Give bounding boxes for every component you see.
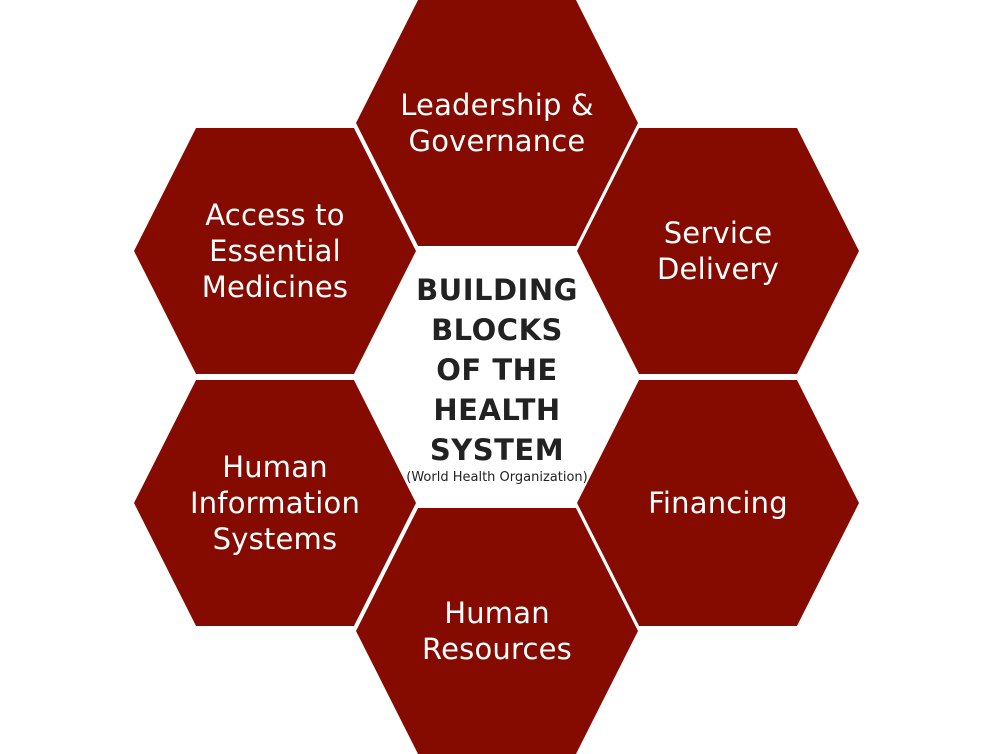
hex-label-human-resources: Human Resources xyxy=(422,596,572,666)
hex-label-financing: Financing xyxy=(648,486,788,520)
hex-leadership-governance: Leadership & Governance xyxy=(356,0,638,246)
hex-access-to-essential-medicines: Access to Essential Medicines xyxy=(134,128,416,374)
hex-label-service-delivery: Service Delivery xyxy=(657,216,779,286)
hex-human-information-systems: Human Information Systems xyxy=(134,380,416,626)
center-title: BUILDING BLOCKS OF THE HEALTH SYSTEM xyxy=(416,273,578,467)
center-title-block: BUILDING BLOCKS OF THE HEALTH SYSTEM (Wo… xyxy=(396,270,598,486)
hex-financing: Financing xyxy=(577,380,859,626)
hex-human-resources: Human Resources xyxy=(356,508,638,754)
hex-label-human-information-systems: Human Information Systems xyxy=(189,450,361,556)
hex-label-leadership-governance: Leadership & Governance xyxy=(400,88,594,158)
hex-label-access-to-essential-medicines: Access to Essential Medicines xyxy=(201,198,349,304)
center-subtitle: (World Health Organization) xyxy=(406,470,588,485)
hex-service-delivery: Service Delivery xyxy=(577,128,859,374)
